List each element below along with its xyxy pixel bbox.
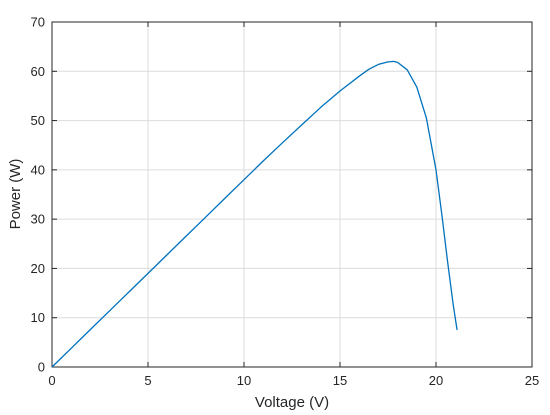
x-tick-label: 5 [144,373,151,388]
y-tick-label: 60 [31,64,45,79]
y-tick-label: 20 [31,261,45,276]
y-tick-label: 10 [31,310,45,325]
x-tick-label: 25 [525,373,539,388]
y-axis-label: Power (W) [7,159,24,230]
grid-lines [52,22,532,367]
power-curve-line [51,60,458,368]
x-tick-label: 20 [429,373,443,388]
y-tick-label: 50 [31,113,45,128]
y-tick-label: 40 [31,162,45,177]
axis-ticks: 0 5 10 15 20 25 0 10 20 30 40 50 60 70 [31,15,540,389]
x-tick-label: 15 [333,373,347,388]
x-axis-label: Voltage (V) [255,394,329,411]
plot-frame [51,21,533,368]
y-tick-label: 30 [31,212,45,227]
plot-area [52,22,532,367]
y-tick-label: 70 [31,15,45,30]
series-group [51,60,458,368]
y-tick-label: 0 [38,360,45,375]
x-tick-label: 0 [48,373,55,388]
x-tick-label: 10 [237,373,251,388]
